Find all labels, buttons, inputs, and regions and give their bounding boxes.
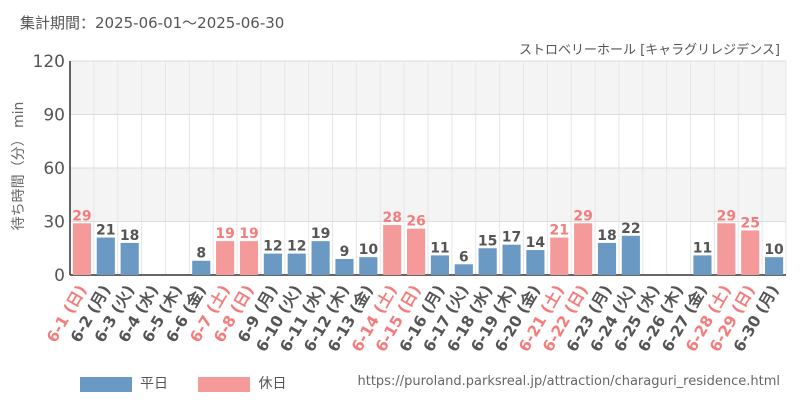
data-label: 15 (478, 233, 497, 249)
data-label: 21 (550, 223, 569, 239)
bar (526, 250, 545, 275)
y-tick-label: 60 (43, 159, 65, 179)
bar (72, 223, 92, 275)
data-label: 10 (359, 242, 379, 258)
weekday-swatch (80, 376, 132, 392)
legend: 平日 休日 (80, 373, 312, 393)
bar (263, 253, 282, 275)
legend-label-holiday: 休日 (258, 376, 287, 392)
y-tick-label: 90 (43, 106, 65, 126)
bar (597, 242, 617, 275)
data-label: 26 (406, 214, 425, 230)
bar (406, 228, 426, 275)
bar (454, 264, 473, 275)
data-label: 14 (526, 235, 546, 251)
data-label: 18 (597, 228, 616, 244)
data-label: 9 (340, 244, 350, 260)
data-label: 28 (382, 210, 401, 226)
data-label: 8 (196, 246, 206, 262)
source-url-link[interactable]: https://puroland.parksreal.jp/attraction… (357, 374, 780, 389)
data-label: 25 (740, 215, 759, 231)
data-label: 29 (717, 208, 736, 224)
y-tick-label: 0 (54, 266, 65, 286)
data-label: 19 (239, 226, 258, 242)
legend-item-holiday[interactable]: 休日 (198, 373, 286, 393)
bar (693, 255, 712, 275)
bar (717, 223, 736, 275)
data-label: 6 (459, 249, 469, 265)
legend-item-weekday[interactable]: 平日 (80, 373, 168, 393)
bar (621, 235, 640, 275)
bar (335, 258, 354, 275)
bar (478, 248, 497, 275)
data-label: 12 (263, 239, 282, 255)
bar (359, 257, 378, 275)
data-label: 18 (120, 228, 139, 244)
y-tick-label: 30 (43, 213, 65, 233)
bar (502, 244, 521, 275)
bar (96, 237, 115, 275)
data-label: 21 (96, 223, 115, 239)
data-label: 17 (502, 230, 521, 246)
bar (741, 230, 760, 275)
bar (550, 237, 569, 275)
bar (120, 242, 139, 275)
data-label: 29 (573, 208, 592, 224)
collection-period: 集計期間：2025-06-01～2025-06-30 (20, 14, 285, 32)
data-label: 11 (430, 240, 449, 256)
bar (287, 253, 306, 275)
data-label: 19 (311, 226, 330, 242)
bar (430, 255, 450, 275)
bar (764, 257, 784, 275)
data-label: 12 (287, 239, 306, 255)
bar (192, 260, 211, 275)
bar (574, 223, 593, 275)
bar (239, 241, 259, 275)
data-label: 22 (621, 221, 640, 237)
bar (216, 241, 235, 275)
data-label: 29 (72, 208, 91, 224)
y-tick-label: 120 (33, 52, 65, 72)
holiday-swatch (198, 376, 251, 392)
chart-subtitle: ストロベリーホール [キャラグリレジデンス] (518, 43, 780, 58)
data-label: 11 (693, 240, 712, 256)
data-label: 19 (215, 226, 234, 242)
bar (311, 241, 330, 275)
data-label: 10 (764, 242, 784, 258)
bar (383, 225, 402, 275)
legend-label-weekday: 平日 (140, 376, 168, 392)
